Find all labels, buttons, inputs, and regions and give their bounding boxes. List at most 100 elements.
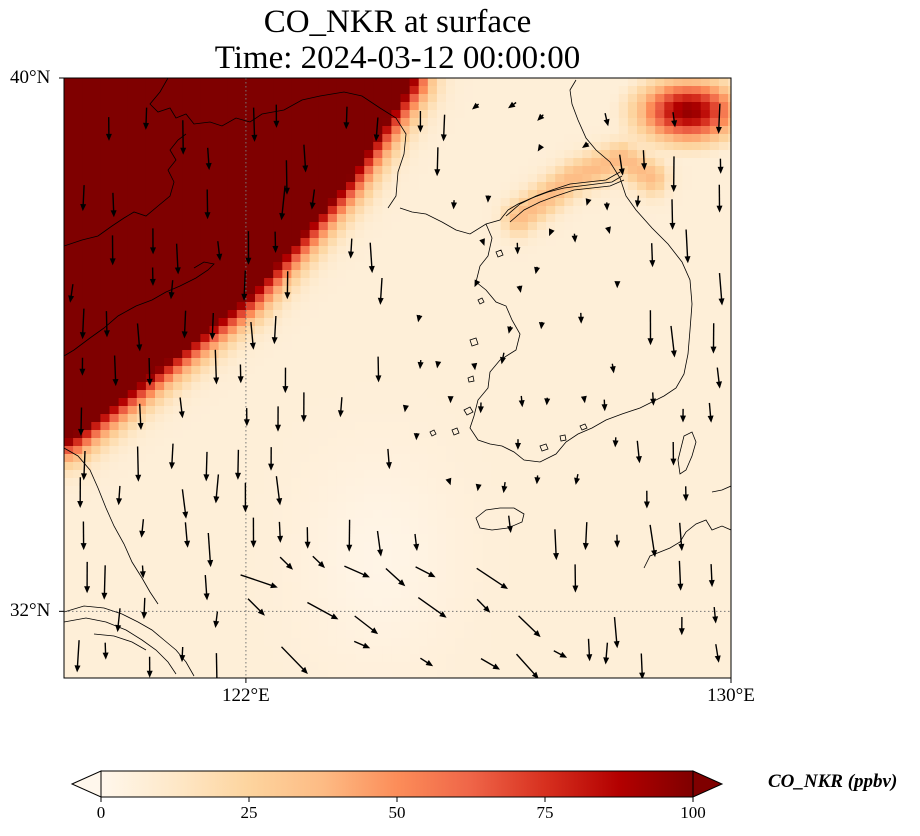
wind-arrow bbox=[146, 656, 153, 678]
wind-arrow bbox=[586, 638, 593, 662]
wind-arrow bbox=[102, 642, 109, 660]
map-title-line-1: CO_NKR at surface bbox=[263, 4, 532, 40]
colorbar-body bbox=[100, 770, 694, 798]
wind-arrow bbox=[247, 598, 265, 616]
wind-arrow bbox=[643, 490, 650, 509]
colorbar-tick-label: 75 bbox=[536, 803, 554, 822]
lat-tick-label: 32°N bbox=[10, 600, 51, 622]
wind-arrow bbox=[204, 189, 211, 220]
colorbar-label: CO_NKR (ppbv) bbox=[768, 771, 898, 792]
wind-arrow bbox=[476, 598, 491, 613]
wind-arrow bbox=[537, 113, 545, 121]
wind-arrow bbox=[136, 323, 143, 352]
wind-arrow bbox=[150, 228, 156, 255]
wind-arrow bbox=[670, 325, 677, 358]
wind-arrow bbox=[670, 441, 677, 466]
lat-tick-label: 40°N bbox=[10, 67, 51, 88]
wind-arrow bbox=[451, 200, 457, 210]
wind-arrow bbox=[385, 567, 406, 587]
wind-arrow bbox=[650, 392, 657, 406]
wind-arrow bbox=[149, 267, 156, 286]
wind-arrow bbox=[184, 522, 191, 548]
wind-arrow bbox=[612, 437, 619, 448]
wind-arrow bbox=[578, 312, 584, 324]
wind-arrow bbox=[277, 521, 284, 543]
coastline-islands-west bbox=[429, 249, 588, 452]
wind-arrow bbox=[373, 117, 380, 142]
wind-arrow bbox=[712, 607, 719, 624]
wind-arrow bbox=[413, 533, 420, 551]
wind-arrow bbox=[280, 646, 308, 674]
wind-arrow bbox=[580, 395, 587, 404]
wind-arrow bbox=[475, 483, 482, 492]
map-title-line-2: Time: 2024-03-12 00:00:00 bbox=[214, 40, 581, 76]
wind-arrow bbox=[337, 397, 344, 418]
wind-arrow bbox=[203, 451, 210, 482]
map-figure bbox=[59, 77, 732, 683]
wind-arrow bbox=[716, 184, 723, 213]
wind-arrow bbox=[649, 243, 656, 268]
wind-arrow bbox=[207, 532, 214, 568]
wind-arrow bbox=[678, 522, 685, 551]
wind-arrow bbox=[603, 642, 610, 665]
wind-arrow bbox=[534, 475, 541, 485]
coastline-tsushima bbox=[677, 431, 697, 475]
wind-arrow bbox=[708, 564, 715, 588]
wind-arrow bbox=[716, 367, 722, 389]
wind-arrow bbox=[79, 357, 86, 376]
wind-arrow bbox=[507, 326, 514, 334]
wind-arrow bbox=[109, 235, 116, 266]
wind-arrow bbox=[139, 519, 146, 538]
wind-arrow bbox=[279, 556, 293, 570]
wind-arrow bbox=[501, 481, 508, 494]
wind-arrow bbox=[420, 657, 434, 667]
wind-arrow bbox=[605, 226, 611, 234]
coastline-jeju bbox=[475, 507, 525, 531]
gridlines bbox=[64, 78, 731, 678]
wind-arrow bbox=[435, 361, 442, 369]
wind-arrow bbox=[585, 198, 592, 206]
wind-arrow bbox=[112, 355, 119, 387]
wind-arrow bbox=[353, 640, 371, 649]
wind-arrow bbox=[245, 231, 252, 265]
wind-arrow bbox=[139, 565, 146, 579]
wind-arrow bbox=[137, 403, 144, 430]
wind-arrow bbox=[110, 192, 117, 218]
wind-arrow bbox=[203, 575, 210, 601]
wind-arrow bbox=[544, 397, 551, 406]
wind-arrow bbox=[477, 402, 484, 414]
coastline-korea-dmz bbox=[505, 171, 625, 223]
wind-arrow bbox=[271, 315, 278, 345]
wind-arrow bbox=[343, 106, 350, 130]
wind-arrow bbox=[115, 608, 122, 633]
wind-arrow bbox=[168, 280, 175, 300]
wind-arrow bbox=[415, 566, 436, 578]
wind-arrow bbox=[268, 447, 275, 471]
wind-arrow bbox=[377, 277, 384, 305]
lon-tick-label: 122°E bbox=[222, 685, 270, 706]
wind-arrow bbox=[634, 195, 641, 208]
wind-arrow bbox=[103, 311, 110, 338]
wind-arrow bbox=[180, 120, 187, 155]
wind-arrow bbox=[574, 473, 580, 485]
wind-arrow bbox=[235, 449, 241, 480]
wind-arrow bbox=[413, 433, 420, 441]
wind-arrow bbox=[213, 474, 220, 504]
wind-arrow bbox=[237, 364, 244, 384]
wind-arrow bbox=[440, 114, 447, 142]
wind-arrow bbox=[143, 107, 149, 130]
wind-arrow bbox=[146, 357, 153, 386]
wind-arrow bbox=[639, 653, 646, 678]
wind-arrow bbox=[213, 349, 220, 385]
wind-arrow bbox=[601, 399, 608, 412]
wind-arrow bbox=[376, 530, 383, 557]
wind-arrow bbox=[179, 646, 186, 663]
wind-arrow bbox=[480, 657, 500, 670]
colorbar-extend-right bbox=[692, 770, 724, 798]
wind-arrow bbox=[181, 489, 189, 519]
map-frame bbox=[63, 77, 732, 679]
wind-arrow bbox=[272, 231, 279, 253]
wind-arrow bbox=[84, 561, 91, 594]
wind-arrow bbox=[344, 565, 370, 578]
wind-arrow bbox=[417, 597, 447, 618]
